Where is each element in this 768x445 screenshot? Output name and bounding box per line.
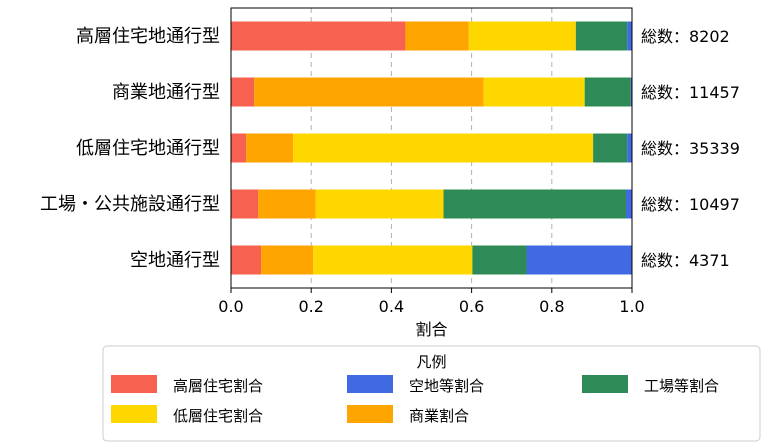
x-tick-label: 0.4: [379, 297, 404, 316]
legend-label: 工場等割合: [644, 377, 719, 395]
bar-segment: [630, 77, 632, 107]
bar-segment: [231, 133, 247, 163]
x-tick-label: 0.8: [539, 297, 564, 316]
bar-segment: [472, 245, 527, 275]
bar-segment: [483, 77, 585, 107]
legend-label: 商業割合: [409, 407, 469, 425]
category-label: 工場・公共施設通行型: [40, 194, 220, 215]
bar-segment: [231, 77, 255, 107]
legend-swatch: [582, 375, 628, 393]
bar-segment: [261, 245, 314, 275]
bar-segment: [231, 245, 262, 275]
x-tick-label: 1.0: [619, 297, 644, 316]
legend-swatch: [111, 375, 157, 393]
legend-swatch: [347, 375, 393, 393]
legend-swatch: [111, 405, 157, 423]
legend-label: 高層住宅割合: [173, 377, 263, 395]
category-label: 低層住宅地通行型: [76, 138, 220, 159]
bar-segment: [443, 189, 626, 219]
bar-segment: [593, 133, 628, 163]
bar-segment: [231, 21, 406, 51]
x-tick-label: 0.0: [218, 297, 243, 316]
category-label: 商業地通行型: [112, 82, 220, 103]
total-label: 総数：8202: [641, 27, 730, 46]
bar-segment: [584, 77, 631, 107]
bar-segment: [258, 189, 316, 219]
bar-segment: [315, 189, 444, 219]
bar-segment: [468, 21, 576, 51]
bar-segment: [627, 21, 632, 51]
total-label: 総数：10497: [641, 195, 740, 214]
bar-segment: [405, 21, 469, 51]
bar-segment: [293, 133, 594, 163]
bar-segment: [254, 77, 484, 107]
total-label: 総数：11457: [641, 83, 740, 102]
bar-segment: [526, 245, 632, 275]
legend-title: 凡例: [416, 353, 446, 371]
legend-label: 低層住宅割合: [173, 407, 263, 425]
bar-segment: [231, 189, 259, 219]
category-label: 高層住宅地通行型: [76, 26, 220, 47]
bar-segment: [246, 133, 294, 163]
total-label: 総数：4371: [641, 251, 730, 270]
bar-segment: [313, 245, 473, 275]
bar-segment: [625, 189, 632, 219]
category-label: 空地通行型: [130, 250, 220, 271]
bar-segment: [575, 21, 628, 51]
x-tick-label: 0.6: [459, 297, 484, 316]
legend-swatch: [347, 405, 393, 423]
legend-label: 空地等割合: [409, 377, 484, 395]
legend-box: [102, 345, 761, 442]
x-tick-label: 0.2: [298, 297, 323, 316]
total-label: 総数：35339: [641, 139, 740, 158]
x-axis-title: 割合: [415, 320, 447, 339]
bar-segment: [627, 133, 632, 163]
plot-frame: [230, 7, 633, 289]
